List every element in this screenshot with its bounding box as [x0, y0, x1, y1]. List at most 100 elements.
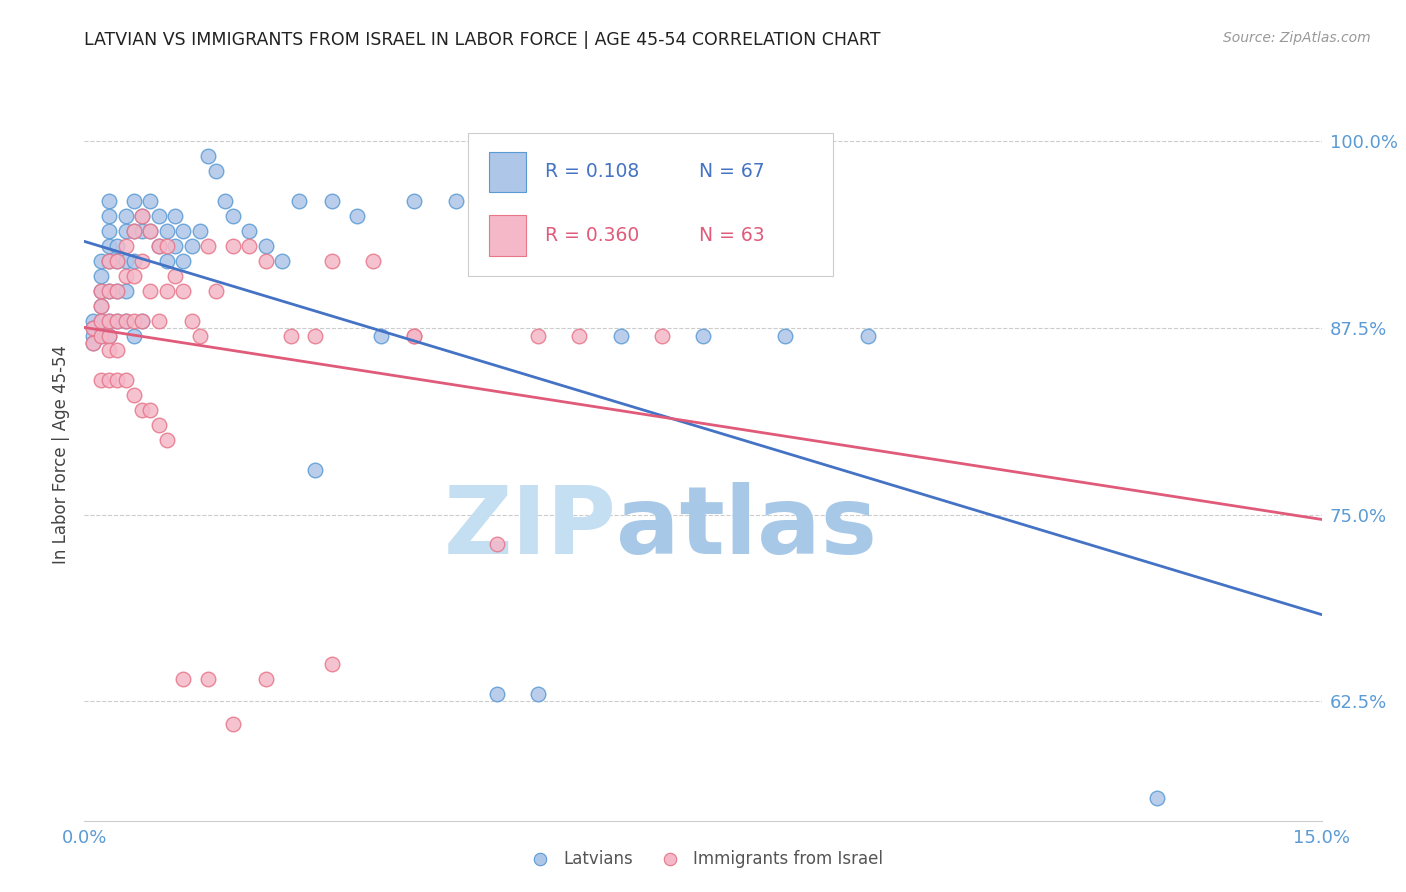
Point: [114, 209, 136, 223]
Point: [172, 284, 194, 298]
Point: [254, 239, 277, 253]
Point: [304, 463, 326, 477]
Point: [775, 328, 797, 343]
Point: [90, 253, 112, 268]
Point: [105, 253, 128, 268]
Point: [105, 284, 128, 298]
Point: [114, 239, 136, 253]
Point: [651, 328, 673, 343]
Point: [122, 328, 145, 343]
Point: [156, 284, 179, 298]
Point: [82, 321, 104, 335]
Point: [90, 299, 112, 313]
Text: N = 67: N = 67: [699, 162, 765, 181]
Point: [485, 687, 508, 701]
Point: [82, 321, 104, 335]
Point: [254, 672, 277, 686]
Point: [321, 657, 343, 671]
Point: [346, 209, 368, 223]
Point: [90, 328, 112, 343]
Point: [122, 224, 145, 238]
Point: [148, 313, 170, 327]
Point: [156, 433, 179, 447]
Point: [180, 239, 202, 253]
Legend: Latvians, Immigrants from Israel: Latvians, Immigrants from Israel: [516, 843, 890, 874]
Point: [568, 328, 591, 343]
Point: [609, 328, 631, 343]
Point: [361, 253, 384, 268]
Point: [90, 313, 112, 327]
Point: [222, 239, 245, 253]
Point: [856, 328, 879, 343]
Text: Source: ZipAtlas.com: Source: ZipAtlas.com: [1223, 31, 1371, 45]
Point: [122, 388, 145, 402]
Point: [122, 268, 145, 283]
Point: [98, 313, 121, 327]
Point: [165, 268, 187, 283]
Y-axis label: In Labor Force | Age 45-54: In Labor Force | Age 45-54: [52, 345, 70, 565]
Point: [165, 209, 187, 223]
Point: [172, 672, 194, 686]
Point: [131, 403, 153, 417]
Point: [172, 253, 194, 268]
Point: [527, 328, 550, 343]
Point: [131, 224, 153, 238]
Text: R = 0.108: R = 0.108: [544, 162, 638, 181]
Point: [114, 224, 136, 238]
Point: [98, 253, 121, 268]
Point: [139, 194, 162, 209]
Point: [98, 313, 121, 327]
Point: [90, 373, 112, 387]
Point: [105, 313, 128, 327]
Point: [98, 253, 121, 268]
Point: [122, 224, 145, 238]
Point: [98, 328, 121, 343]
Point: [98, 224, 121, 238]
Point: [131, 209, 153, 223]
Point: [321, 194, 343, 209]
Point: [114, 253, 136, 268]
Point: [254, 253, 277, 268]
Text: LATVIAN VS IMMIGRANTS FROM ISRAEL IN LABOR FORCE | AGE 45-54 CORRELATION CHART: LATVIAN VS IMMIGRANTS FROM ISRAEL IN LAB…: [84, 31, 882, 49]
Point: [90, 328, 112, 343]
Point: [238, 224, 260, 238]
Point: [692, 328, 714, 343]
Point: [404, 194, 426, 209]
Point: [131, 313, 153, 327]
Text: ZIP: ZIP: [443, 482, 616, 574]
Point: [485, 537, 508, 551]
FancyBboxPatch shape: [489, 152, 526, 192]
Point: [156, 239, 179, 253]
Point: [238, 239, 260, 253]
Point: [114, 284, 136, 298]
Point: [304, 328, 326, 343]
Point: [82, 328, 104, 343]
Text: atlas: atlas: [616, 482, 877, 574]
Point: [82, 335, 104, 350]
Point: [90, 268, 112, 283]
Point: [105, 373, 128, 387]
Point: [98, 284, 121, 298]
Point: [139, 403, 162, 417]
Point: [205, 164, 228, 178]
Point: [131, 253, 153, 268]
Point: [156, 253, 179, 268]
Point: [188, 328, 211, 343]
Point: [98, 373, 121, 387]
Point: [114, 313, 136, 327]
FancyBboxPatch shape: [468, 133, 832, 276]
Point: [82, 335, 104, 350]
Point: [82, 313, 104, 327]
Point: [271, 253, 294, 268]
Point: [90, 299, 112, 313]
FancyBboxPatch shape: [489, 215, 526, 256]
Point: [105, 253, 128, 268]
Point: [404, 328, 426, 343]
Point: [172, 224, 194, 238]
Text: N = 63: N = 63: [699, 226, 765, 245]
Point: [114, 268, 136, 283]
Point: [148, 239, 170, 253]
Point: [148, 418, 170, 433]
Point: [222, 209, 245, 223]
Point: [98, 284, 121, 298]
